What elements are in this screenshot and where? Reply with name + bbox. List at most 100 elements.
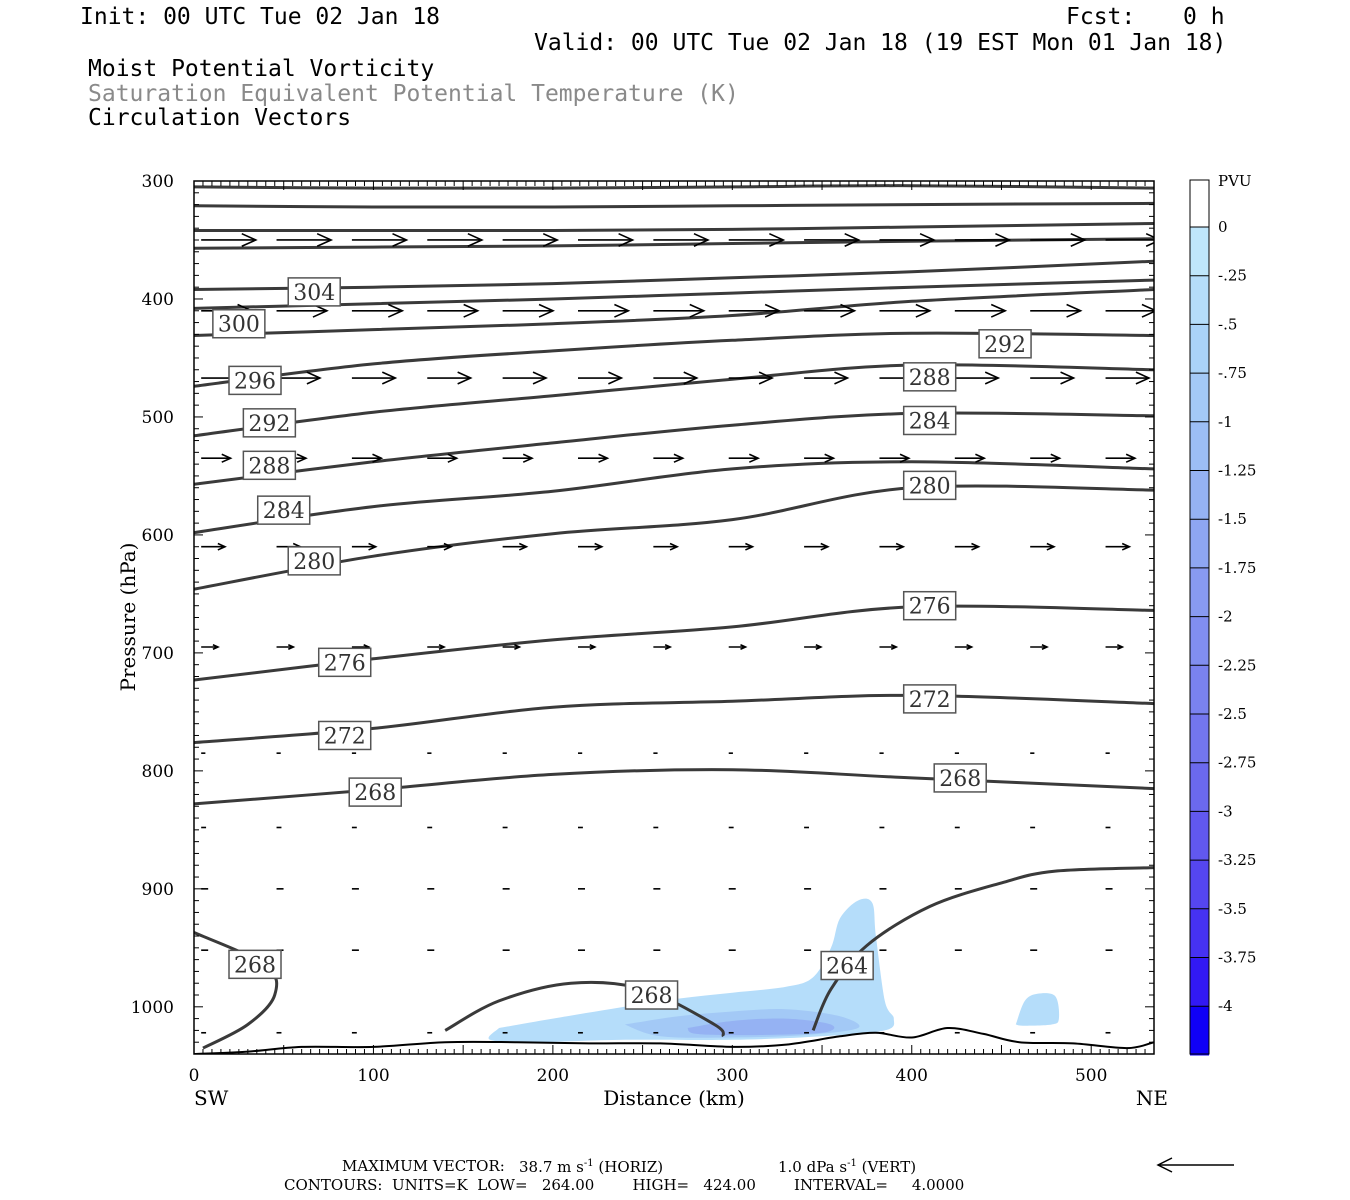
contour-label: 272 — [909, 688, 951, 713]
circulation-vector-head — [890, 643, 899, 650]
circulation-vector-head — [1046, 542, 1056, 551]
circulation-vector-head — [764, 303, 782, 318]
circulation-vector-head — [1116, 643, 1125, 650]
circulation-vector-head — [221, 453, 233, 463]
colorbar-swatch — [1190, 421, 1209, 472]
colorbar-swatch — [1190, 811, 1209, 861]
contour-label-box — [348, 777, 402, 807]
y-tick-label: 1000 — [131, 998, 174, 1018]
circulation-vector-head — [1060, 371, 1076, 385]
circulation-vector-head — [844, 232, 861, 248]
init-time: Init: 00 UTC Tue 02 Jan 18 — [80, 4, 441, 30]
colorbar-label: -1.5 — [1218, 510, 1247, 528]
theta-es-contour-2 — [194, 222, 1154, 233]
circulation-vector-head — [522, 453, 534, 463]
theta-es-contours — [194, 184, 1154, 1054]
contour-label: 264 — [826, 955, 868, 980]
contour-label-box — [820, 950, 874, 981]
theta-es-contour-9 — [194, 411, 1154, 486]
circulation-vector-head — [438, 643, 447, 650]
colorbar-label: -1 — [1218, 413, 1233, 431]
colorbar-swatch — [1190, 1006, 1209, 1056]
contour-label-box — [287, 277, 341, 307]
colorbar: PVU 0 -.25 -.5 -.75 -1 -1.25 -1.5 -1.75 -2 -2.25 -2… — [1189, 172, 1256, 1056]
colorbar-swatch — [1190, 665, 1209, 715]
contour-label-box — [933, 763, 987, 793]
contour-label-box — [317, 720, 372, 751]
field-title-mpv: Moist Potential Vorticity — [88, 56, 435, 82]
theta-es-contour-6 — [194, 288, 1154, 337]
circulation-vector-head — [316, 232, 334, 248]
circulation-vector-head — [693, 232, 710, 248]
circulation-vector-head — [745, 542, 755, 551]
circulation-vector-head — [447, 453, 459, 463]
axes: 0 100 200 300 400 500 300 400 500 600 700 800 900 100… — [116, 172, 1168, 1110]
contour-label: 276 — [909, 595, 951, 620]
colorbar-label: -.75 — [1218, 364, 1247, 382]
circulation-vector-head — [899, 453, 911, 463]
plot-frame-rect — [193, 180, 1155, 1055]
circulation-vector-head — [1070, 232, 1087, 248]
contour-label: 268 — [354, 781, 396, 806]
max-vector-vert: 1.0 dPa s-1 (VERT) — [778, 1158, 917, 1176]
circulation-vector-head — [1135, 371, 1151, 385]
field-title-theta-es: Saturation Equivalent Potential Temperat… — [88, 81, 739, 107]
contours-info: CONTOURS: UNITS=K LOW= 264.00 HIGH= 424.… — [284, 1176, 965, 1194]
contour-label: 280 — [293, 550, 335, 575]
colorbar-label: -2 — [1218, 608, 1233, 626]
contour-label-box — [902, 362, 957, 392]
circulation-vector-head — [241, 232, 258, 248]
circulation-vector-head — [1066, 303, 1083, 318]
colorbar-swatch — [1190, 616, 1209, 666]
theta-es-contour-0 — [194, 184, 1154, 190]
colorbar-label: -.25 — [1218, 267, 1247, 285]
colorbar-label: -3.75 — [1218, 949, 1256, 967]
colorbar-swatch — [1190, 227, 1209, 277]
y-tick-label: 600 — [142, 526, 174, 546]
contour-label-box — [902, 590, 957, 621]
circulation-vector-head — [387, 303, 405, 318]
circulation-vector-head — [820, 542, 830, 551]
circulation-vector-head — [1121, 542, 1132, 551]
x-tick-label: 300 — [716, 1066, 748, 1086]
colorbar-label: -2.25 — [1218, 656, 1256, 674]
circulation-vector-head — [834, 371, 850, 385]
colorbar-label: -1.25 — [1218, 462, 1256, 480]
contour-label: 268 — [234, 953, 276, 978]
contour-label: 268 — [939, 767, 981, 792]
contour-label: 288 — [248, 454, 290, 479]
colorbar-label: -3 — [1218, 802, 1233, 820]
x-axis-label: Distance (km) — [603, 1086, 745, 1110]
circulation-vector-head — [683, 371, 699, 385]
contour-label-box — [228, 949, 282, 980]
circulation-vector-head — [815, 643, 823, 650]
colorbar-swatch — [1190, 567, 1209, 618]
circulation-vector-head — [518, 542, 529, 551]
colorbar-swatch — [1190, 470, 1209, 520]
colorbar-swatch — [1190, 714, 1209, 764]
circulation-vector-head — [589, 643, 597, 650]
theta-es-contour-17 — [811, 866, 1154, 1031]
circulation-vector-head — [984, 371, 1001, 385]
circulation-vector-head — [608, 371, 624, 385]
contour-label-box — [902, 405, 957, 436]
colorbar-swatch — [1190, 275, 1209, 325]
circulation-vector-head — [971, 542, 981, 551]
colorbar-swatch — [1190, 324, 1209, 374]
contour-label-box — [287, 546, 341, 576]
x-tick-label: 200 — [537, 1066, 569, 1086]
x-tick-label: 500 — [1075, 1066, 1107, 1086]
y-tick-label: 700 — [142, 644, 174, 664]
contour-label-box — [228, 365, 282, 396]
forecast-hour: 0 h — [1183, 4, 1225, 30]
contour-label-box — [317, 647, 372, 678]
circulation-vector-head — [1041, 643, 1049, 650]
x-tick-label: 400 — [896, 1066, 928, 1086]
circulation-vector-head — [1145, 232, 1154, 248]
circulation-vector-head — [217, 542, 227, 551]
x-tick-label: 100 — [357, 1066, 389, 1086]
plot-frame — [193, 180, 1155, 1055]
circulation-vector-head — [689, 303, 706, 318]
valid-time: Valid: 00 UTC Tue 02 Jan 18 (19 EST Mon … — [534, 30, 1227, 56]
